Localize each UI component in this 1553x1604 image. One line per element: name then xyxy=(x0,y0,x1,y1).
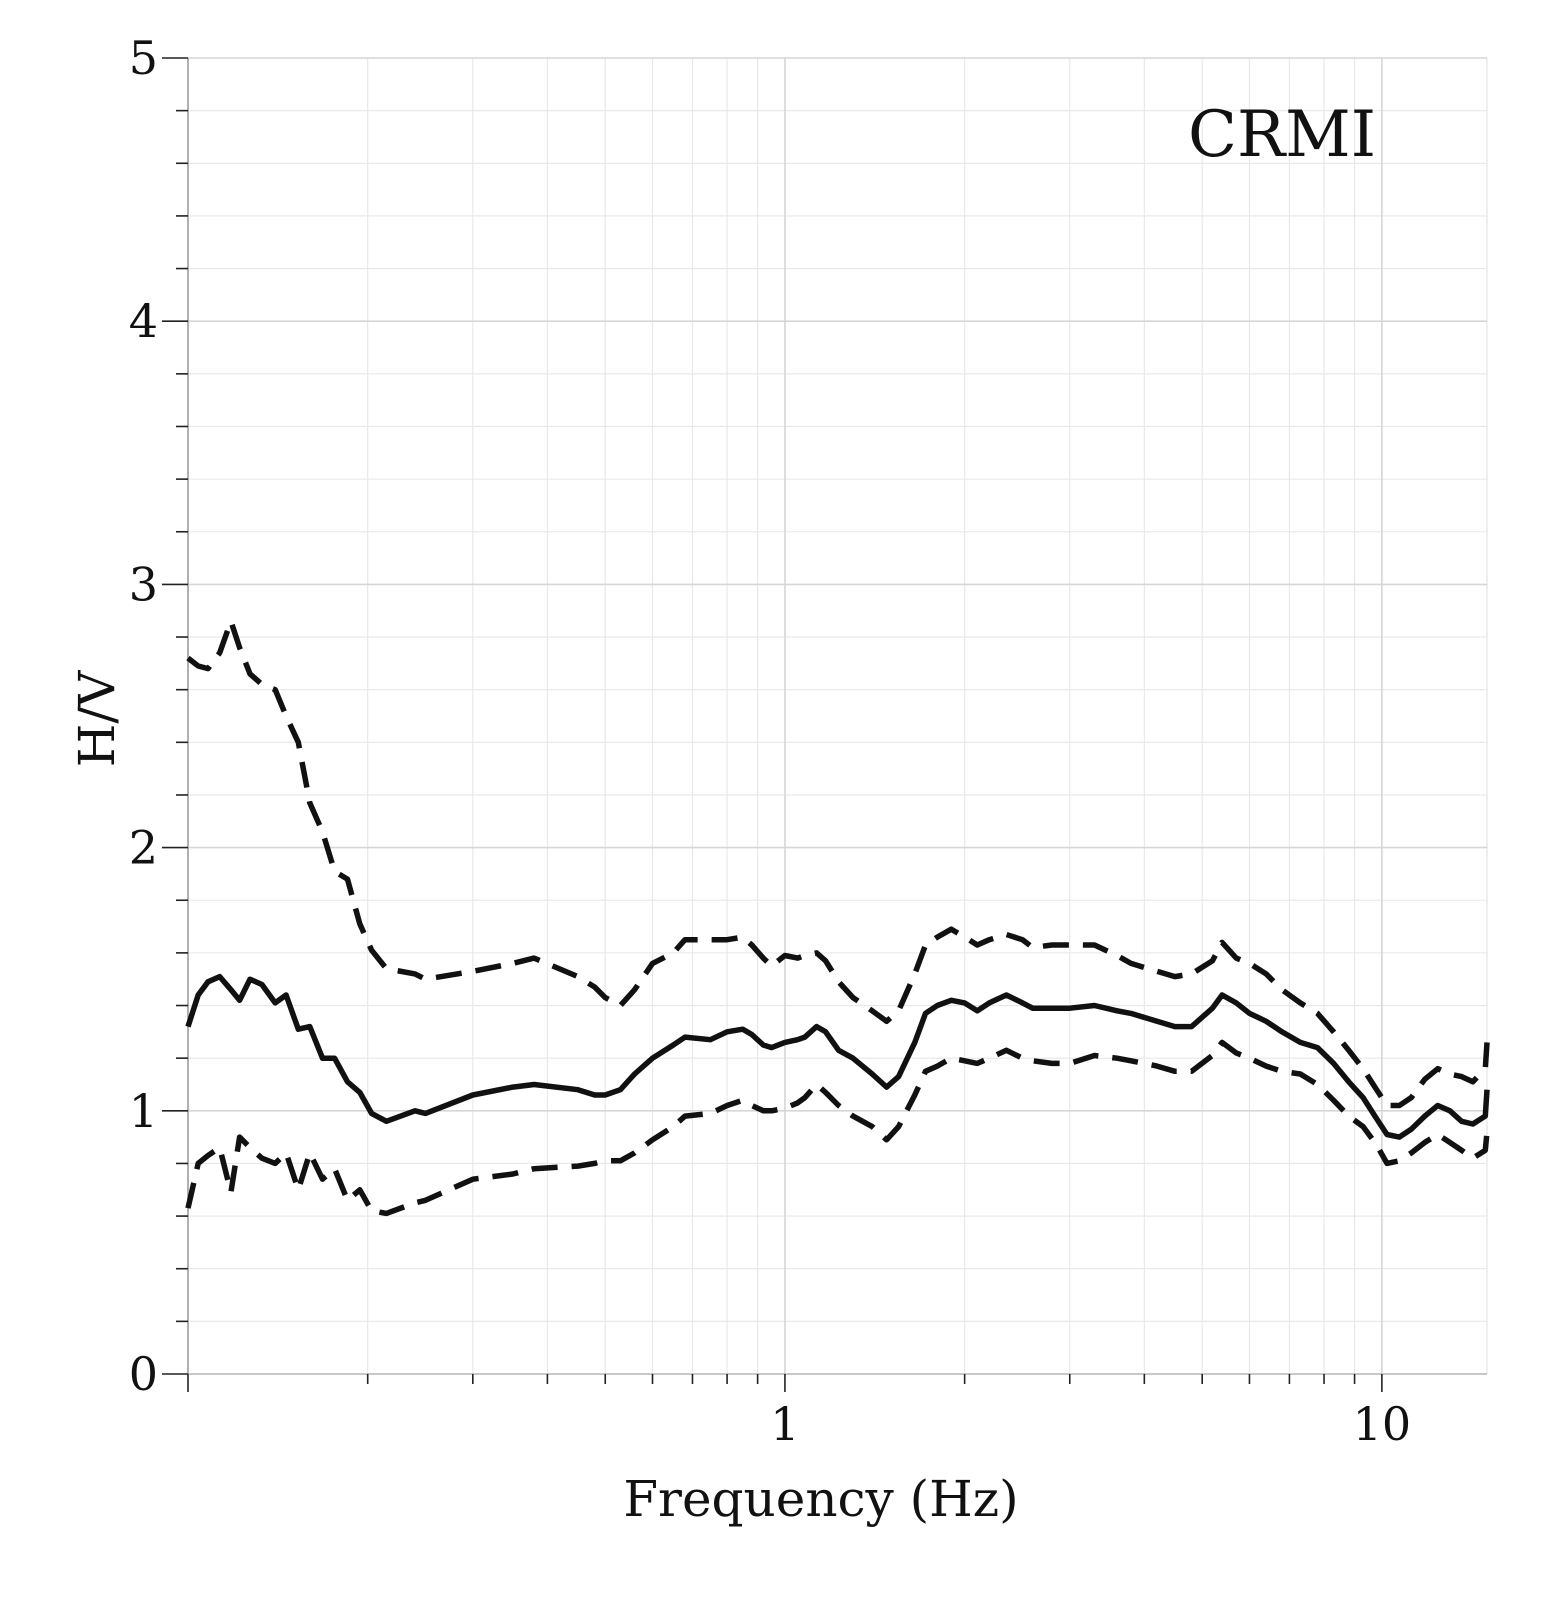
axes xyxy=(187,58,1487,1375)
series-layer xyxy=(185,618,1490,1217)
dashed-bound-line xyxy=(186,618,1490,1109)
x-tick-label: 1 xyxy=(770,1397,799,1451)
x-axis-ticks: 1 10 xyxy=(187,1374,1412,1451)
y-axis-title: H/V xyxy=(68,670,126,767)
x-axis-title: Frequency (Hz) xyxy=(623,1470,1018,1528)
dashed-bound-line xyxy=(185,1039,1490,1217)
y-tick-label: 5 xyxy=(129,31,158,85)
y-tick-label: 0 xyxy=(129,1347,158,1401)
y-tick-label: 2 xyxy=(129,821,158,875)
y-axis-ticks: 0 1 2 3 4 5 xyxy=(129,31,188,1401)
minor-gridlines xyxy=(188,58,1488,1374)
y-tick-label: 3 xyxy=(129,557,158,611)
station-label: CRMI xyxy=(1188,98,1376,172)
y-tick-label: 1 xyxy=(129,1084,158,1138)
y-tick-label: 4 xyxy=(129,294,158,348)
major-gridlines xyxy=(187,57,1487,1374)
x-tick-label: 10 xyxy=(1353,1397,1412,1451)
mean-hv-line xyxy=(185,973,1490,1140)
